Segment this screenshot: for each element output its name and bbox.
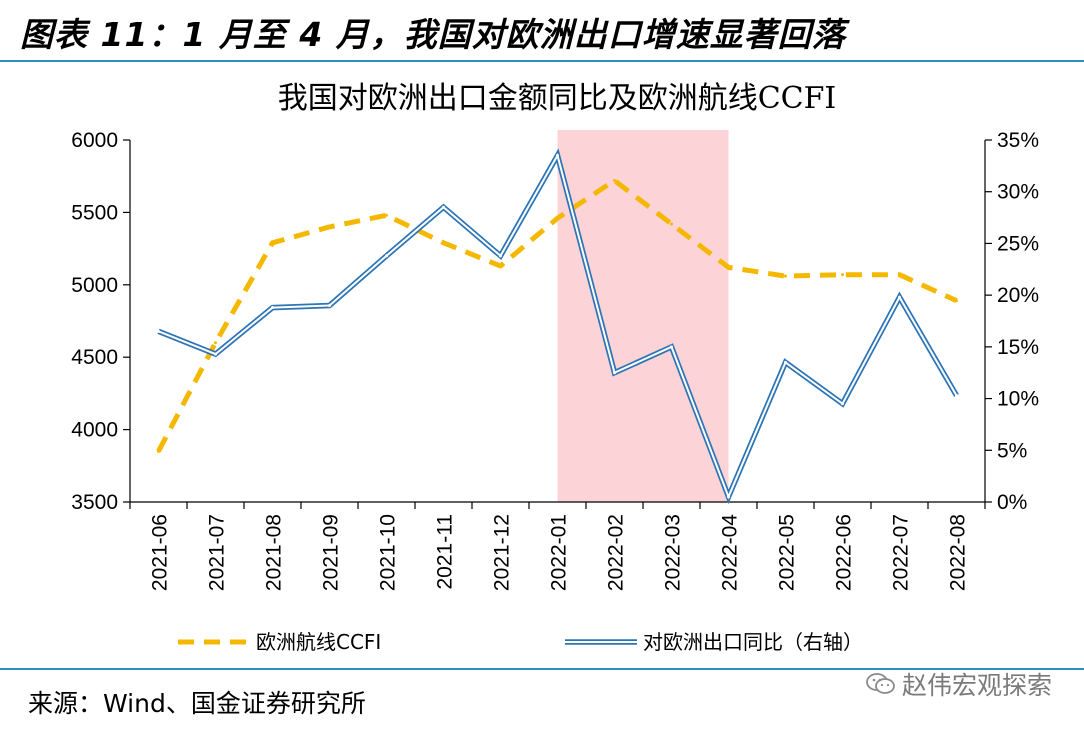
legend-label-export-yoy: 对欧洲出口同比（右轴）	[643, 630, 863, 654]
ccfi-point	[613, 179, 616, 183]
ccfi-point	[898, 273, 901, 277]
export-yoy-point	[442, 205, 445, 209]
left-tick-label: 4000	[71, 419, 118, 442]
left-tick-label: 5500	[71, 201, 118, 224]
left-tick-label: 3500	[71, 491, 118, 514]
ccfi-point	[442, 241, 445, 245]
export-yoy-point	[499, 254, 502, 258]
export-yoy-point	[556, 154, 559, 158]
x-tick-label: 2021-08	[263, 514, 286, 591]
ccfi-point	[670, 222, 673, 226]
x-tick-label: 2022-04	[719, 514, 742, 591]
export-yoy-point	[898, 295, 901, 299]
figure-title: 图表 11：1 月至 4 月，我国对欧洲出口增速显著回落	[20, 15, 846, 54]
x-tick-label: 2022-03	[662, 514, 685, 591]
top-rule	[0, 60, 1084, 62]
ccfi-point	[556, 216, 559, 220]
left-tick-label: 4500	[71, 346, 118, 369]
right-tick-label: 25%	[997, 232, 1039, 255]
x-tick-label: 2021-11	[434, 514, 457, 590]
export-yoy-point	[214, 352, 217, 356]
x-tick-label: 2021-09	[320, 514, 343, 591]
ccfi-point	[727, 265, 730, 269]
export-yoy-point	[613, 371, 616, 375]
watermark-text: 赵伟宏观探索	[901, 671, 1052, 700]
x-tick-label: 2021-12	[491, 514, 514, 591]
x-tick-label: 2022-07	[890, 514, 913, 591]
right-tick-label: 15%	[997, 336, 1039, 359]
export-yoy-point	[841, 402, 844, 406]
watermark: 赵伟宏观探索	[866, 666, 1052, 702]
ccfi-point	[385, 213, 388, 217]
ccfi-point	[955, 299, 958, 303]
right-tick-label: 20%	[997, 284, 1039, 307]
ccfi-point	[328, 225, 331, 229]
right-tick-label: 35%	[997, 129, 1039, 152]
left-tick-label: 6000	[71, 129, 118, 152]
ccfi-point	[784, 274, 787, 278]
export-yoy-point	[784, 360, 787, 364]
right-tick-label: 30%	[997, 181, 1039, 204]
ccfi-point	[214, 341, 217, 345]
x-tick-label: 2022-01	[548, 514, 571, 591]
chart: 我国对欧洲出口金额同比及欧洲航线CCFI 6000 5500 5000 4500 400…	[71, 81, 1039, 654]
x-tick-label: 2022-05	[776, 514, 799, 591]
chart-title: 我国对欧洲出口金额同比及欧洲航线CCFI	[278, 81, 837, 116]
export-yoy-point	[385, 254, 388, 258]
right-tick-label: 5%	[997, 439, 1027, 462]
x-tick-label: 2022-06	[833, 514, 856, 591]
right-tick-label: 0%	[997, 491, 1027, 514]
wechat-icon	[866, 673, 895, 694]
x-tick-label: 2022-02	[605, 514, 628, 591]
ccfi-point	[499, 264, 502, 268]
legend-label-ccfi: 欧洲航线CCFI	[256, 630, 381, 654]
left-tick-label: 5000	[71, 274, 118, 297]
export-yoy-point	[271, 306, 274, 310]
export-yoy-point	[670, 345, 673, 349]
ccfi-point	[271, 241, 274, 245]
ccfi-point	[157, 449, 160, 453]
x-tick-label: 2022-08	[947, 514, 970, 591]
x-tick-label: 2021-06	[149, 514, 172, 591]
ccfi-point	[841, 273, 844, 277]
bottom-rule	[0, 668, 1084, 670]
highlight-band	[557, 130, 729, 502]
export-yoy-point	[328, 303, 331, 307]
export-yoy-point	[955, 393, 958, 397]
x-tick-label: 2021-07	[206, 514, 229, 591]
x-tick-label: 2021-10	[377, 514, 400, 591]
right-tick-label: 10%	[997, 388, 1039, 411]
export-yoy-point	[727, 495, 730, 499]
source-note: 来源：Wind、国金证券研究所	[28, 689, 366, 718]
export-yoy-point	[157, 329, 160, 333]
